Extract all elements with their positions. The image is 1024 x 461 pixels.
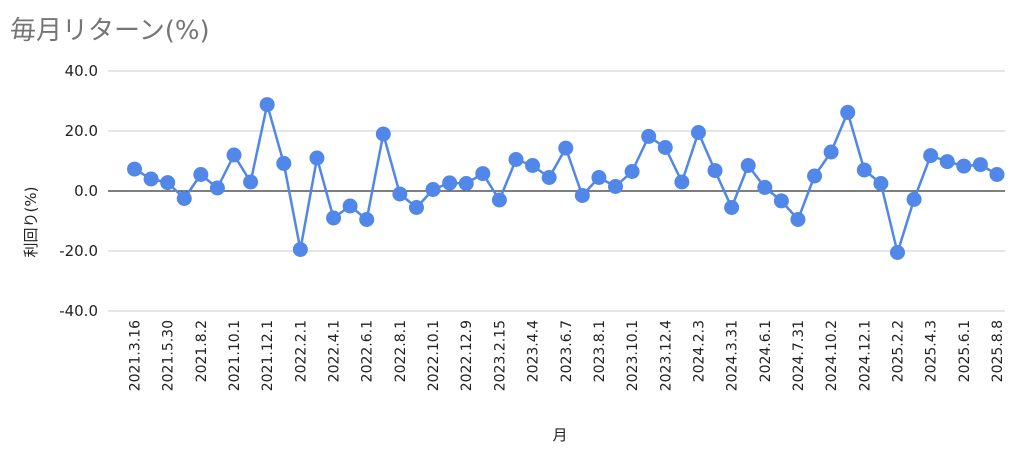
data-point [309,150,325,166]
data-point [889,245,905,260]
data-point [176,191,192,206]
data-point [127,161,142,177]
x-tick-label: 2024.3.31 [725,320,741,391]
data-point [972,157,988,173]
x-tick-label: 2024.12.1 [857,320,873,391]
x-tick-label: 2021.10.1 [227,320,243,391]
data-point [160,175,176,191]
x-tick-label: 2021.12.1 [260,320,276,391]
data-point [525,158,541,173]
x-tick-label: 2022.10.1 [426,320,442,391]
y-tick-label: 0.0 [74,182,98,200]
x-tick-label: 2023.4.4 [526,320,542,382]
data-point [342,198,358,214]
data-point [790,212,806,227]
data-point [840,104,856,120]
data-point [541,170,557,185]
data-point [209,180,225,196]
x-tick-label: 2024.2.3 [691,320,707,382]
x-tick-label: 2021.8.2 [194,320,210,382]
data-point [624,164,640,179]
data-point [442,175,458,191]
x-tick-label: 2022.8.1 [393,320,409,382]
data-point [259,97,275,113]
x-tick-label: 2021.5.30 [161,320,177,391]
data-point [392,186,408,202]
data-point [641,128,657,144]
data-point [773,193,789,209]
x-tick-label: 2022.2.1 [293,320,309,382]
data-point [939,154,955,170]
data-point [276,155,292,171]
data-point [657,140,673,155]
data-point [226,147,242,163]
y-tick-label: -40.0 [59,302,98,320]
data-point [326,210,342,226]
data-point [143,171,159,187]
y-tick-label: 40.0 [65,62,98,80]
data-point [757,179,773,195]
data-point [408,200,424,215]
data-point [591,170,607,185]
gridlines [108,70,1005,312]
data-point [243,174,259,190]
data-point [807,168,823,184]
data-point [856,162,872,178]
x-tick-label: 2023.6.7 [559,320,575,382]
x-tick-label: 2025.8.8 [990,320,1006,382]
x-tick-label: 2022.12.9 [459,320,475,391]
y-tick-label: 20.0 [65,122,98,140]
data-point [475,166,491,182]
x-tick-label: 2024.10.2 [824,320,840,391]
chart-title: 毎月リターン(%) [10,16,210,46]
x-tick-label: 2025.6.1 [957,320,973,382]
data-point [574,188,590,203]
x-tick-label: 2022.6.1 [360,320,376,382]
series-line-group [127,97,1005,260]
data-point [425,182,441,197]
x-tick-label: 2023.10.1 [625,320,641,391]
x-tick-label: 2024.6.1 [758,320,774,382]
data-point [508,152,524,167]
y-axis-label: 利回り(%) [22,187,40,258]
x-tick-label: 2023.8.1 [592,320,608,382]
data-point [823,144,839,160]
data-point [690,125,706,140]
data-point [923,148,939,164]
data-point [491,192,507,208]
y-tick-labels: 40.0 20.0 0.0 -20.0 -40.0 [59,62,98,320]
x-tick-labels: 2021.3.16 2021.5.30 2021.8.2 2021.10.1 2021.… [128,320,1007,391]
data-point [873,176,889,191]
data-point [558,140,574,156]
data-point [707,163,723,179]
series-line [133,103,998,254]
data-point [989,167,1005,182]
data-point [740,158,756,173]
data-point [458,176,474,191]
data-point [906,191,922,207]
y-tick-label: -20.0 [59,242,98,260]
x-tick-label: 2025.2.2 [890,320,906,382]
data-point [956,158,972,174]
x-tick-label: 2021.3.16 [128,320,144,391]
x-tick-label: 2022.4.1 [327,320,343,382]
x-tick-label: 2023.2.15 [492,320,508,391]
x-axis-label: 月 [552,426,567,444]
data-point [359,212,375,227]
x-tick-label: 2024.7.31 [791,320,807,391]
data-point [724,200,740,215]
data-point [292,242,308,257]
data-point [375,126,391,142]
data-point [674,174,690,190]
x-tick-label: 2023.12.4 [658,320,674,391]
data-point [193,167,209,182]
x-tick-label: 2025.4.3 [924,320,940,382]
data-point [608,179,624,194]
